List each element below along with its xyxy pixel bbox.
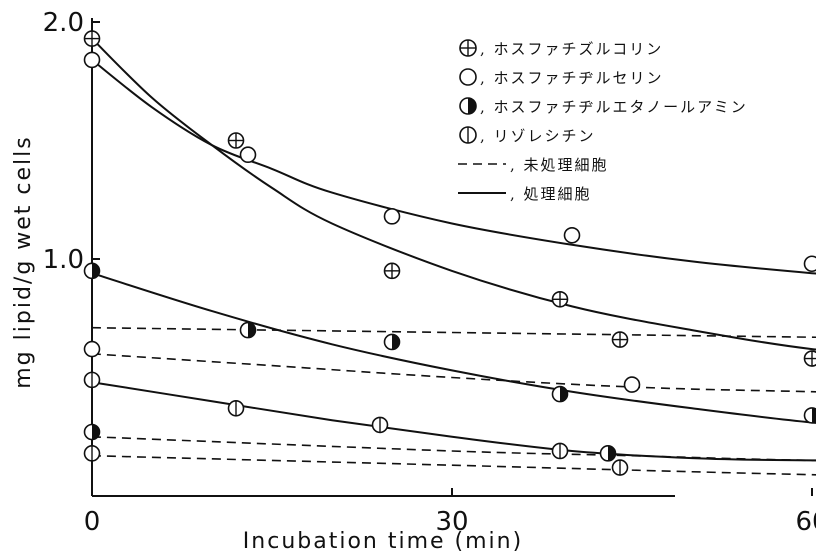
x-tick-label: 0 <box>84 507 101 537</box>
legend-label: , ホスファチヂルセリン <box>480 69 664 87</box>
legend-marker <box>459 68 477 86</box>
legend: , ホスファチズルコリン , ホスファチヂルセリン , ホスファチヂルエタノールアミ… <box>458 39 748 203</box>
dashed-curve-6 <box>91 353 816 393</box>
marker-circle <box>239 146 257 164</box>
legend-label: , 未処理細胞 <box>510 156 609 174</box>
y-tick-label: 1.0 <box>43 245 84 275</box>
half-filled-circle-point <box>383 333 401 351</box>
legend-label: , ホスファチヂルエタノールアミン <box>480 98 748 116</box>
vertical-bar-circle-point <box>371 416 389 434</box>
marker-circle <box>383 208 401 225</box>
x-tick-label: 30 <box>435 507 468 537</box>
plus-circle-point <box>611 331 629 348</box>
open-circle-point <box>623 376 641 393</box>
half-filled-circle-point <box>239 321 257 339</box>
dashed-curve-5 <box>91 326 816 339</box>
half-filled-circle-point <box>83 262 101 280</box>
marker-half-fill <box>392 334 400 350</box>
half-filled-circle-point <box>803 407 816 424</box>
plus-circle-point <box>803 350 816 367</box>
legend-label: , リゾレシチン <box>480 127 596 145</box>
marker-circle <box>803 255 816 273</box>
open-circle-point <box>383 208 401 225</box>
legend-marker <box>459 97 477 115</box>
half-filled-circle-point <box>551 385 569 403</box>
x-tick-label: 60 <box>795 507 816 537</box>
vertical-bar-circle-point <box>611 459 629 476</box>
legend-label: , 処理細胞 <box>510 185 592 203</box>
vertical-bar-circle-point <box>551 442 569 460</box>
solid-curve-2 <box>91 59 816 275</box>
legend-item: , 未処理細胞 <box>458 156 609 174</box>
marker-half-fill <box>92 424 100 440</box>
plus-circle-point <box>551 290 569 308</box>
marker-half-fill <box>560 386 568 402</box>
open-circle-point <box>83 340 101 358</box>
x-axis-title: Incubation time (min) <box>243 529 523 554</box>
vertical-bar-circle-point <box>83 445 101 462</box>
marker-circle <box>83 340 101 358</box>
solid-curve-4 <box>91 381 816 462</box>
marker-circle <box>459 68 477 86</box>
solid-curve-3 <box>91 272 816 424</box>
marker-half-fill <box>608 445 616 461</box>
plus-circle-point <box>83 30 101 47</box>
y-axis-title: mg lipid/g wet cells <box>11 135 36 389</box>
legend-marker <box>459 126 477 144</box>
half-filled-circle-point <box>599 445 617 462</box>
marker-circle <box>563 227 581 244</box>
marker-circle <box>623 376 641 393</box>
legend-item: , ホスファチヂルセリン <box>459 68 664 87</box>
dashed-curve-7 <box>91 436 816 462</box>
vertical-bar-circle-point <box>83 371 101 389</box>
data-points <box>83 30 816 476</box>
marker-circle <box>83 51 101 69</box>
open-circle-point <box>239 146 257 164</box>
legend-item: , ホスファチヂルエタノールアミン <box>459 97 748 116</box>
legend-label: , ホスファチズルコリン <box>480 40 663 58</box>
legend-item: , リゾレシチン <box>459 126 596 145</box>
open-circle-point <box>83 51 101 69</box>
open-circle-point <box>563 227 581 244</box>
half-filled-circle-point <box>83 423 101 441</box>
marker-half-fill <box>812 407 816 423</box>
legend-item: , ホスファチズルコリン <box>459 39 663 58</box>
legend-marker <box>459 39 477 57</box>
solid-curve-1 <box>91 37 816 351</box>
legend-item: , 処理細胞 <box>458 185 592 203</box>
marker-half-fill <box>468 98 476 114</box>
plus-circle-point <box>383 262 401 280</box>
open-circle-point <box>803 255 816 273</box>
y-tick-label: 2.0 <box>43 8 84 38</box>
marker-half-fill <box>92 263 100 279</box>
vertical-bar-circle-point <box>227 400 245 417</box>
marker-half-fill <box>248 322 256 338</box>
plus-circle-point <box>227 132 245 149</box>
dashed-curve-8 <box>91 454 816 476</box>
fitted-curves <box>91 37 816 476</box>
